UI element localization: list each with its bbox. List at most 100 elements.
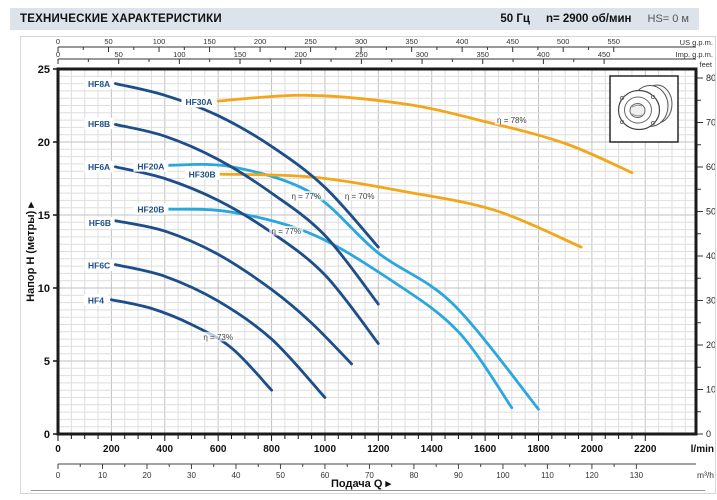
svg-text:250: 250 (304, 37, 317, 46)
curve-hf8b (114, 123, 380, 306)
svg-text:1200: 1200 (367, 444, 390, 455)
svg-text:550: 550 (607, 37, 620, 46)
svg-text:450: 450 (598, 50, 611, 59)
svg-text:10: 10 (706, 384, 715, 394)
svg-text:500: 500 (557, 37, 570, 46)
curve-hf6c (114, 263, 327, 399)
curve-label-hf20b: HF20B (133, 203, 169, 215)
svg-text:0: 0 (706, 429, 711, 439)
efficiency-label: η = 78% (494, 115, 529, 125)
svg-text:1400: 1400 (421, 444, 444, 455)
svg-text:HF4: HF4 (88, 296, 104, 306)
curve-label-hf20a: HF20A (133, 160, 169, 172)
svg-text:HF8A: HF8A (88, 79, 110, 89)
curve-hf6b (114, 219, 353, 366)
svg-text:feet: feet (699, 60, 712, 69)
svg-text:η = 77%: η = 77% (291, 192, 321, 201)
svg-text:450: 450 (506, 37, 519, 46)
curve-label-hf8b: HF8B (84, 117, 114, 130)
svg-text:20: 20 (38, 137, 50, 149)
svg-text:1000: 1000 (314, 444, 337, 455)
svg-text:400: 400 (156, 444, 173, 455)
speed-value: n= 2900 об/мин (545, 13, 632, 25)
svg-text:5: 5 (44, 356, 50, 368)
svg-text:350: 350 (405, 37, 418, 46)
svg-text:60: 60 (706, 162, 715, 172)
svg-text:η = 70%: η = 70% (345, 192, 375, 201)
axis-bottom-m3h: 0 10 20 30 40 50 60 70 80 90 100 110 120 130 m³/h (56, 463, 714, 480)
svg-text:60: 60 (320, 471, 329, 480)
svg-text:300: 300 (355, 37, 368, 46)
svg-text:350: 350 (476, 50, 489, 59)
svg-text:120: 120 (585, 471, 599, 480)
curve-label-hf30b: HF30B (184, 168, 220, 180)
svg-text:80: 80 (706, 73, 715, 83)
curve-hf30a (216, 93, 634, 175)
svg-text:US g.p.m.: US g.p.m. (680, 38, 713, 47)
svg-text:HF6A: HF6A (88, 162, 110, 172)
y-axis-title: Напор H (метры) ▸ (25, 202, 37, 302)
svg-text:Напор H (метры) ▸: Напор H (метры) ▸ (25, 202, 37, 302)
svg-text:2200: 2200 (634, 444, 657, 455)
svg-text:30: 30 (706, 295, 715, 305)
curve-label-hf8a: HF8A (84, 77, 114, 90)
svg-text:2000: 2000 (581, 444, 604, 455)
svg-text:70: 70 (365, 471, 374, 480)
header-bar: ТЕХНИЧЕСКИЕ ХАРАКТЕРИСТИКИ 50 Гц n= 2900… (10, 8, 699, 30)
axis-top-impgpm: 0 50 100 150 200 250 300 350 400 450 Imp. g.p.m.fe… (56, 50, 713, 69)
curve-hf4 (110, 298, 273, 392)
svg-text:800: 800 (263, 444, 280, 455)
svg-text:η = 77%: η = 77% (271, 227, 301, 236)
svg-text:600: 600 (210, 444, 227, 455)
header-specs: 50 Гц n= 2900 об/мин HS= 0 м (500, 13, 689, 25)
svg-text:400: 400 (456, 37, 469, 46)
curve-label-hf4: HF4 (84, 294, 108, 306)
svg-text:HF30B: HF30B (189, 169, 216, 179)
curve-hf6a (114, 165, 380, 345)
svg-text:10: 10 (38, 283, 50, 295)
curve-hf30b (216, 172, 583, 249)
page-title: ТЕХНИЧЕСКИЕ ХАРАКТЕРИСТИКИ (20, 13, 222, 25)
svg-text:η = 78%: η = 78% (497, 116, 527, 125)
svg-text:0: 0 (44, 429, 50, 441)
svg-text:15: 15 (38, 210, 50, 222)
axis-right-feet: 0 10 20 30 40 50 60 70 80 (697, 73, 716, 439)
svg-text:30: 30 (187, 471, 196, 480)
svg-text:0: 0 (56, 471, 61, 480)
svg-text:100: 100 (153, 37, 166, 46)
svg-text:HF20B: HF20B (137, 204, 164, 214)
svg-text:Imp. g.p.m.: Imp. g.p.m. (675, 50, 713, 59)
svg-text:50: 50 (276, 471, 285, 480)
svg-text:HF8B: HF8B (88, 119, 110, 129)
plot-border (56, 67, 698, 436)
svg-text:40: 40 (706, 251, 715, 261)
svg-text:110: 110 (541, 471, 554, 480)
svg-text:HF6C: HF6C (88, 261, 110, 271)
svg-text:50: 50 (115, 50, 123, 59)
svg-text:80: 80 (409, 471, 418, 480)
frequency-value: 50 Гц (500, 13, 530, 25)
svg-text:l/min: l/min (691, 444, 714, 455)
grid (58, 69, 696, 434)
curve-label-hf6a: HF6A (84, 160, 114, 173)
efficiency-label: η = 77% (289, 191, 324, 201)
curve-label-hf6c: HF6C (84, 259, 114, 271)
svg-text:130: 130 (630, 471, 644, 480)
curve-hf8a (114, 82, 380, 249)
svg-text:10: 10 (98, 471, 107, 480)
svg-text:300: 300 (416, 50, 429, 59)
x-axis-title: Подача Q ▸ (331, 478, 391, 490)
efficiency-label: η = 73% (201, 331, 236, 342)
axis-left-head: 0 5 10 15 20 25 (38, 64, 57, 441)
curve-hf20a (166, 162, 540, 411)
suction-head-value: HS= 0 м (647, 13, 690, 25)
svg-text:20: 20 (143, 471, 152, 480)
svg-text:HF6B: HF6B (89, 218, 111, 228)
svg-text:150: 150 (234, 50, 247, 59)
chart-panel: 0 50 100 150 200 250 300 350 400 450 500 550 US g.p.… (20, 36, 716, 494)
axis-top-usgpm: 0 50 100 150 200 250 300 350 400 450 500 550 US g.p.… (56, 37, 713, 52)
svg-text:Подача Q ▸: Подача Q ▸ (331, 478, 391, 490)
svg-text:400: 400 (537, 50, 550, 59)
svg-text:1800: 1800 (527, 444, 550, 455)
